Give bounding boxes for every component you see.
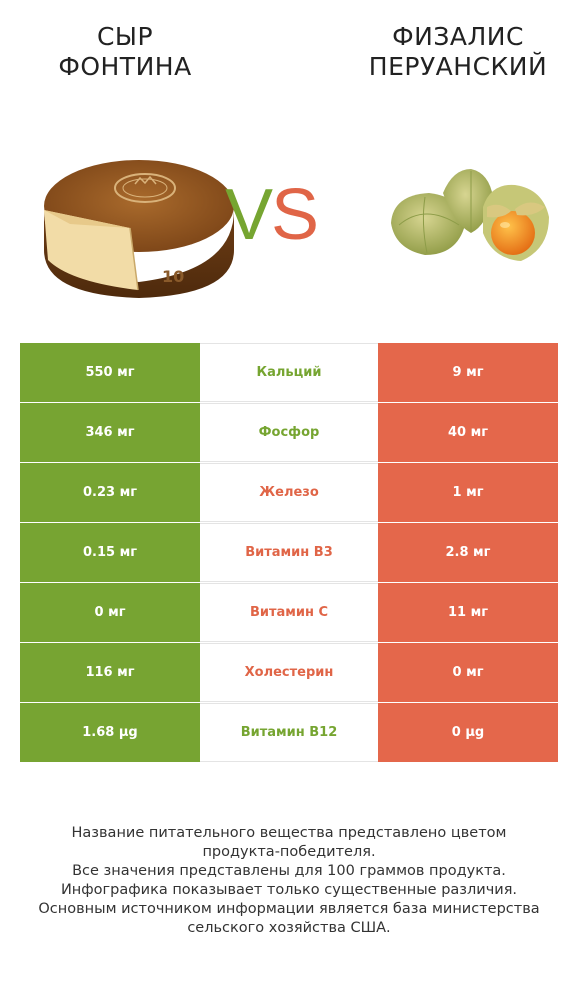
left-value: 550 мг xyxy=(20,343,200,402)
right-value: 11 мг xyxy=(378,583,558,642)
table-row: 0.15 мг Витамин B3 2.8 мг xyxy=(20,523,558,583)
fontina-cheese-image: 10 xyxy=(44,160,234,298)
table-row: 0.23 мг Железо 1 мг xyxy=(20,463,558,523)
table-row: 346 мг Фосфор 40 мг xyxy=(20,403,558,463)
right-title-line1: ФИЗАЛИС xyxy=(392,22,524,51)
footer-line: сельского хозяйства США. xyxy=(187,920,391,936)
left-title-line1: СЫР xyxy=(96,22,154,51)
footer-line: Инфографика показывает только существенн… xyxy=(60,882,518,898)
left-value: 116 мг xyxy=(20,643,200,702)
vs-s: S xyxy=(271,175,319,255)
vs-v: V xyxy=(225,175,273,255)
nutrient-name: Холестерин xyxy=(200,643,378,702)
footer-line: продукта-победителя. xyxy=(202,844,376,860)
right-value: 0 µg xyxy=(378,703,558,762)
nutrient-name: Витамин B12 xyxy=(200,703,378,762)
nutrient-name: Кальций xyxy=(200,343,378,402)
nutrient-name: Фосфор xyxy=(200,403,378,462)
footer-note: Название питательного вещества представл… xyxy=(20,824,558,938)
svg-text:10: 10 xyxy=(162,267,184,286)
right-value: 40 мг xyxy=(378,403,558,462)
table-row: 1.68 µg Витамин B12 0 µg xyxy=(20,703,558,763)
left-title-line2: ФОНТИНА xyxy=(58,52,192,81)
left-value: 346 мг xyxy=(20,403,200,462)
table-row: 116 мг Холестерин 0 мг xyxy=(20,643,558,703)
footer-line: Название питательного вещества представл… xyxy=(71,825,507,841)
right-value: 9 мг xyxy=(378,343,558,402)
comparison-table: 550 мг Кальций 9 мг 346 мг Фосфор 40 мг … xyxy=(20,343,558,763)
right-value: 0 мг xyxy=(378,643,558,702)
table-row: 550 мг Кальций 9 мг xyxy=(20,343,558,403)
right-product-title: ФИЗАЛИС ПЕРУАНСКИЙ xyxy=(348,22,568,82)
left-value: 0 мг xyxy=(20,583,200,642)
left-value: 0.15 мг xyxy=(20,523,200,582)
right-value: 2.8 мг xyxy=(378,523,558,582)
vs-label: VS xyxy=(225,165,319,265)
table-row: 0 мг Витамин C 11 мг xyxy=(20,583,558,643)
left-product-title: СЫР ФОНТИНА xyxy=(15,22,235,82)
left-value: 1.68 µg xyxy=(20,703,200,762)
nutrient-name: Железо xyxy=(200,463,378,522)
left-value: 0.23 мг xyxy=(20,463,200,522)
right-value: 1 мг xyxy=(378,463,558,522)
physalis-image xyxy=(391,169,549,261)
nutrient-name: Витамин B3 xyxy=(200,523,378,582)
footer-line: Все значения представлены для 100 граммо… xyxy=(72,863,506,879)
right-title-line2: ПЕРУАНСКИЙ xyxy=(368,52,548,81)
nutrient-name: Витамин C xyxy=(200,583,378,642)
footer-line: Основным источником информации является … xyxy=(38,901,540,917)
